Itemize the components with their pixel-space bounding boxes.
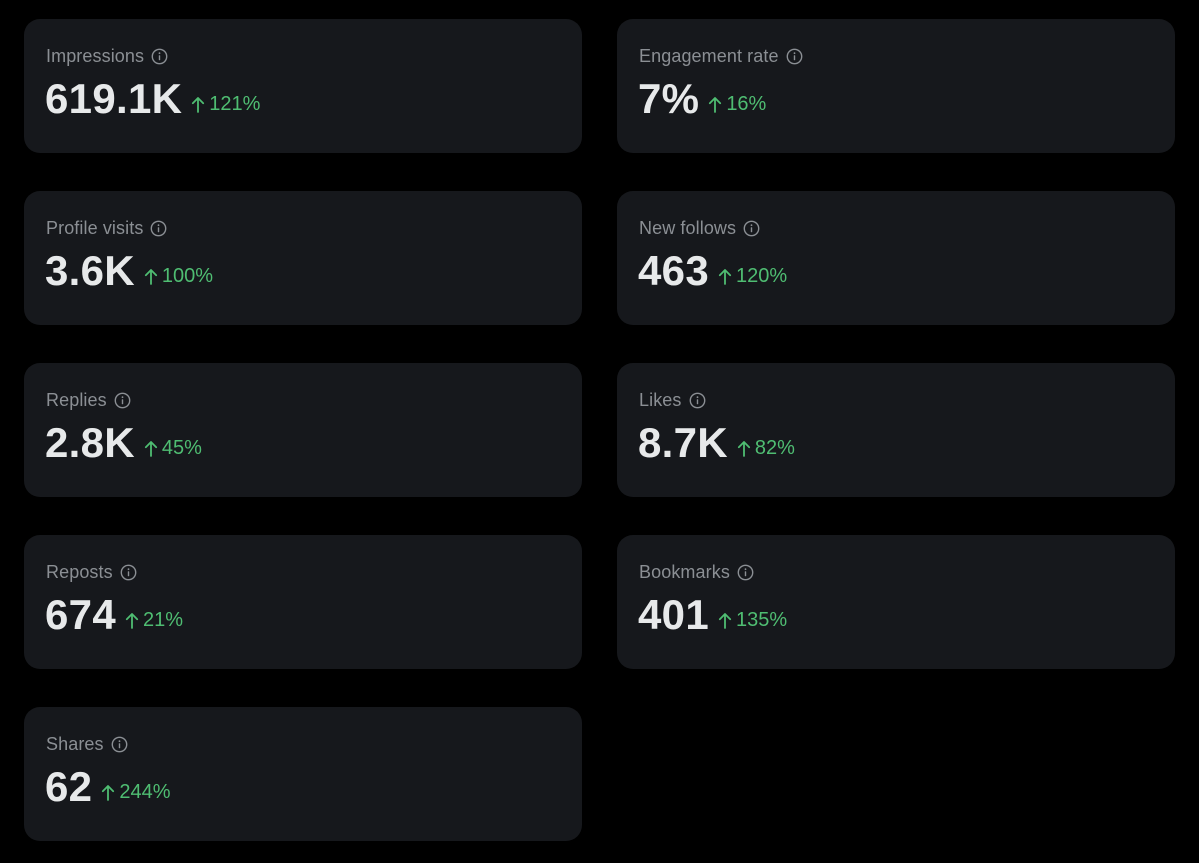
- metric-change-value: 45%: [161, 437, 202, 459]
- info-icon[interactable]: [786, 48, 803, 65]
- info-icon[interactable]: [120, 564, 137, 581]
- info-icon[interactable]: [111, 736, 128, 753]
- metric-label-row: New follows: [639, 217, 760, 239]
- info-icon[interactable]: [150, 220, 167, 237]
- metric-value: 62: [45, 763, 93, 810]
- metric-label: Impressions: [46, 45, 145, 66]
- info-icon[interactable]: [743, 220, 760, 237]
- metric-value: 619.1K: [45, 75, 183, 122]
- metric-card-likes[interactable]: Likes 8.7K 82%: [617, 363, 1175, 497]
- metric-label-row: Replies: [46, 389, 131, 411]
- metric-value: 674: [45, 591, 116, 638]
- metric-value-row: 674 21%: [45, 591, 183, 639]
- metric-label-row: Bookmarks: [639, 561, 754, 583]
- metric-value-row: 62 244%: [45, 763, 170, 811]
- metric-change: 45%: [144, 437, 202, 460]
- metric-card-impressions[interactable]: Impressions 619.1K 121%: [24, 19, 582, 153]
- metric-card-reposts[interactable]: Reposts 674 21%: [24, 535, 582, 669]
- metric-card-profile-visits[interactable]: Profile visits 3.6K 100%: [24, 191, 582, 325]
- metric-change-value: 21%: [142, 609, 184, 631]
- metric-label-row: Engagement rate: [639, 45, 803, 67]
- metric-card-new-follows[interactable]: New follows 463 120%: [617, 191, 1175, 325]
- metric-label-row: Reposts: [46, 561, 137, 583]
- metric-label-row: Impressions: [46, 45, 168, 67]
- metric-change-value: 244%: [119, 781, 171, 803]
- metric-card-replies[interactable]: Replies 2.8K 45%: [24, 363, 582, 497]
- metric-change: 120%: [718, 265, 787, 288]
- metric-change: 82%: [737, 437, 795, 460]
- arrow-up-icon: [191, 96, 205, 113]
- info-icon[interactable]: [114, 392, 131, 409]
- metric-label: Shares: [46, 733, 104, 754]
- metric-card-shares[interactable]: Shares 62 244%: [24, 707, 582, 841]
- metric-value: 463: [638, 247, 709, 294]
- metric-value: 7%: [638, 75, 700, 122]
- metric-label: New follows: [639, 217, 737, 238]
- metric-label: Replies: [46, 389, 107, 410]
- metric-value: 8.7K: [638, 419, 728, 466]
- arrow-up-icon: [125, 612, 139, 629]
- metric-card-bookmarks[interactable]: Bookmarks 401 135%: [617, 535, 1175, 669]
- metric-value-row: 3.6K 100%: [45, 247, 213, 295]
- metric-label-row: Profile visits: [46, 217, 167, 239]
- arrow-up-icon: [144, 440, 158, 457]
- metric-value-row: 2.8K 45%: [45, 419, 202, 467]
- metric-change: 16%: [708, 93, 766, 116]
- metric-change: 21%: [125, 609, 183, 632]
- metric-change-value: 100%: [161, 265, 214, 287]
- arrow-up-icon: [737, 440, 751, 457]
- arrow-up-icon: [708, 96, 722, 113]
- metric-change-value: 120%: [735, 265, 788, 287]
- metric-label-row: Shares: [46, 733, 128, 755]
- metric-label: Engagement rate: [639, 45, 779, 66]
- info-icon[interactable]: [151, 48, 168, 65]
- metric-value-row: 8.7K 82%: [638, 419, 795, 467]
- info-icon[interactable]: [689, 392, 706, 409]
- metric-value: 2.8K: [45, 419, 135, 466]
- arrow-up-icon: [718, 612, 732, 629]
- arrow-up-icon: [718, 268, 732, 285]
- metric-change: 244%: [101, 781, 170, 804]
- metric-change-value: 121%: [209, 93, 261, 115]
- metric-label: Bookmarks: [639, 561, 730, 582]
- metric-change: 100%: [144, 265, 213, 288]
- metric-label: Likes: [639, 389, 682, 410]
- metric-value-row: 7% 16%: [638, 75, 766, 123]
- metric-value: 401: [638, 591, 709, 638]
- arrow-up-icon: [144, 268, 158, 285]
- metric-change: 135%: [718, 609, 787, 632]
- metric-label: Profile visits: [46, 217, 144, 238]
- metric-value: 3.6K: [45, 247, 135, 294]
- metric-change-value: 135%: [735, 609, 788, 631]
- metric-change-value: 82%: [754, 437, 795, 459]
- metric-value-row: 401 135%: [638, 591, 787, 639]
- metric-change-value: 16%: [726, 93, 767, 115]
- metric-label-row: Likes: [639, 389, 706, 411]
- metric-value-row: 463 120%: [638, 247, 787, 295]
- metric-label: Reposts: [46, 561, 113, 582]
- arrow-up-icon: [101, 784, 115, 801]
- info-icon[interactable]: [737, 564, 754, 581]
- metric-card-engagement-rate[interactable]: Engagement rate 7% 16%: [617, 19, 1175, 153]
- metric-change: 121%: [191, 93, 260, 116]
- metric-value-row: 619.1K 121%: [45, 75, 260, 123]
